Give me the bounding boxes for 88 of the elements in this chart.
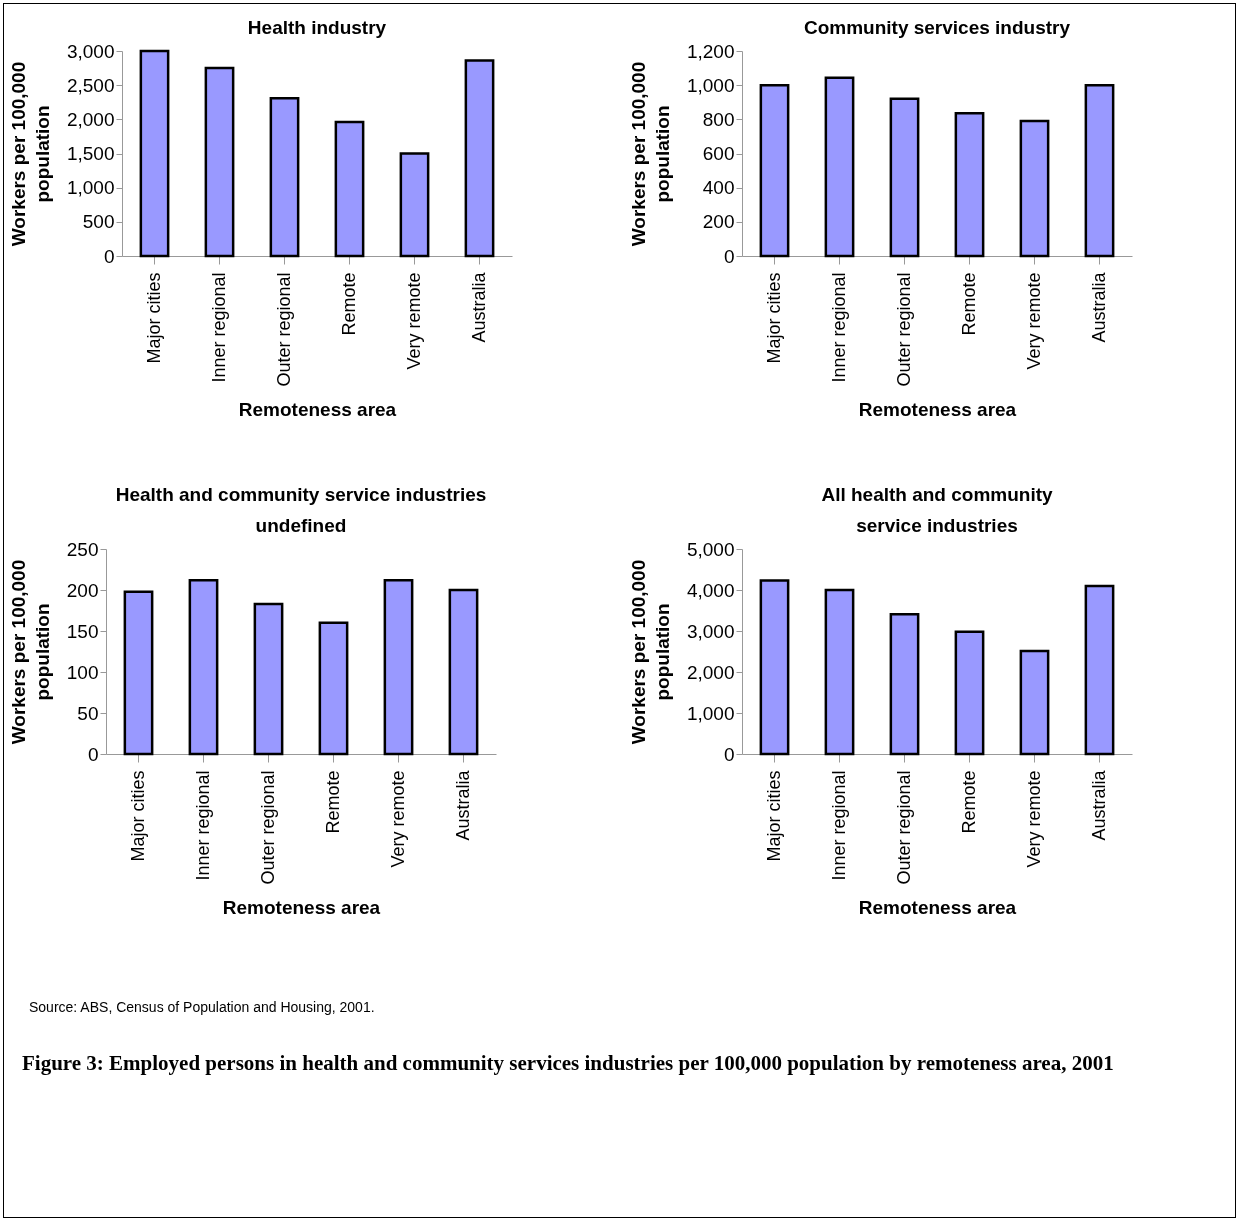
chart-title: Community services industry <box>803 17 1071 38</box>
y-tick-label: 3,000 <box>686 620 735 642</box>
y-tick-label: 5,000 <box>686 538 735 560</box>
y-tick-label: 0 <box>723 743 735 765</box>
bar <box>399 152 430 258</box>
y-tick-label: 50 <box>77 702 99 724</box>
x-tick-label: Outer regional <box>273 272 294 387</box>
y-tick-label: 400 <box>702 177 735 199</box>
bar <box>759 83 790 258</box>
bar <box>334 120 365 258</box>
bar <box>448 588 479 756</box>
y-axis-title: Workers per 100,000 population <box>7 61 53 247</box>
bar <box>318 621 349 756</box>
x-tick-label: Very remote <box>1023 770 1044 868</box>
x-tick-label: Very remote <box>403 272 424 370</box>
x-tick-label: Major cities <box>763 770 784 862</box>
bar <box>889 97 920 258</box>
bar <box>759 579 790 756</box>
bar <box>889 612 920 756</box>
x-tick-label: Australia <box>1088 769 1109 841</box>
x-tick-label: Very remote <box>387 770 408 868</box>
y-tick-label: 0 <box>723 245 735 267</box>
x-tick-label: Australia <box>468 271 489 343</box>
x-tick-label: Australia <box>1088 271 1109 343</box>
y-tick-label: 2,500 <box>66 74 115 96</box>
y-tick-label: 2,000 <box>686 661 735 683</box>
x-tick-label: Inner regional <box>192 770 213 881</box>
y-tick-label: 800 <box>702 108 735 130</box>
bar <box>954 111 985 258</box>
y-axis-title: Workers per 100,000 population <box>627 559 673 745</box>
y-tick-label: 4,000 <box>686 579 735 601</box>
x-tick-label: Major cities <box>143 272 164 364</box>
y-tick-label: 600 <box>702 143 735 164</box>
x-tick-label: Australia <box>452 769 473 841</box>
y-tick-label: 1,000 <box>66 177 115 199</box>
y-tick-label: 1,500 <box>66 143 115 164</box>
y-tick-label: 200 <box>66 579 99 601</box>
bar <box>139 49 170 258</box>
bar <box>1019 649 1050 756</box>
bar <box>1019 119 1050 258</box>
bar <box>123 590 154 756</box>
x-tick-label: Remote <box>338 272 359 336</box>
x-tick-label: Remote <box>958 272 979 336</box>
bar <box>464 59 495 258</box>
y-tick-label: 100 <box>66 661 99 683</box>
x-tick-label: Very remote <box>1023 272 1044 370</box>
x-tick-label: Outer regional <box>893 272 914 387</box>
y-axis-title: Workers per 100,000 population <box>627 61 673 247</box>
y-tick-label: 1,000 <box>686 702 735 724</box>
y-tick-label: 1,000 <box>686 74 735 96</box>
y-tick-label: 2,000 <box>66 108 115 130</box>
y-axis-title: Workers per 100,000 population <box>7 559 53 745</box>
x-axis-title: Remoteness area <box>238 398 397 420</box>
x-axis-title: Remoteness area <box>222 896 381 918</box>
bar <box>253 602 284 756</box>
bar <box>954 630 985 756</box>
caption: Figure 3: Employed persons in health and community services industries per 100,000 population by remoteness area, 2001 <box>22 1050 1115 1077</box>
x-axis-title: Remoteness area <box>858 398 1017 420</box>
y-tick-label: 200 <box>702 211 735 233</box>
bar <box>269 96 300 258</box>
bar <box>824 588 855 756</box>
y-tick-label: 0 <box>103 245 115 267</box>
bar <box>204 66 235 258</box>
chart-title: Health and community service industries undefined <box>115 484 487 536</box>
bar <box>188 578 219 756</box>
bar <box>824 76 855 258</box>
y-tick-label: 3,000 <box>66 40 115 62</box>
x-tick-label: Inner regional <box>208 272 229 383</box>
bar <box>1084 83 1115 258</box>
x-tick-label: Major cities <box>127 770 148 862</box>
y-tick-label: 500 <box>82 211 115 233</box>
bar <box>383 578 414 756</box>
x-tick-label: Outer regional <box>893 770 914 885</box>
x-tick-label: Inner regional <box>828 272 849 383</box>
chart-title: Health industry <box>247 17 387 38</box>
x-axis-title: Remoteness area <box>858 896 1017 918</box>
x-tick-label: Inner regional <box>828 770 849 881</box>
source-note: Source: ABS, Census of Population and Housing, 2001. <box>29 999 376 1015</box>
x-tick-label: Outer regional <box>257 770 278 885</box>
x-tick-label: Major cities <box>763 272 784 364</box>
x-tick-label: Remote <box>322 770 343 834</box>
y-tick-label: 1,200 <box>686 40 735 62</box>
y-tick-label: 0 <box>87 743 99 765</box>
y-tick-label: 250 <box>66 538 99 560</box>
x-tick-label: Remote <box>958 770 979 834</box>
bar <box>1084 584 1115 756</box>
y-tick-label: 150 <box>66 620 99 642</box>
chart-title: All health and community service industries <box>821 484 1054 536</box>
